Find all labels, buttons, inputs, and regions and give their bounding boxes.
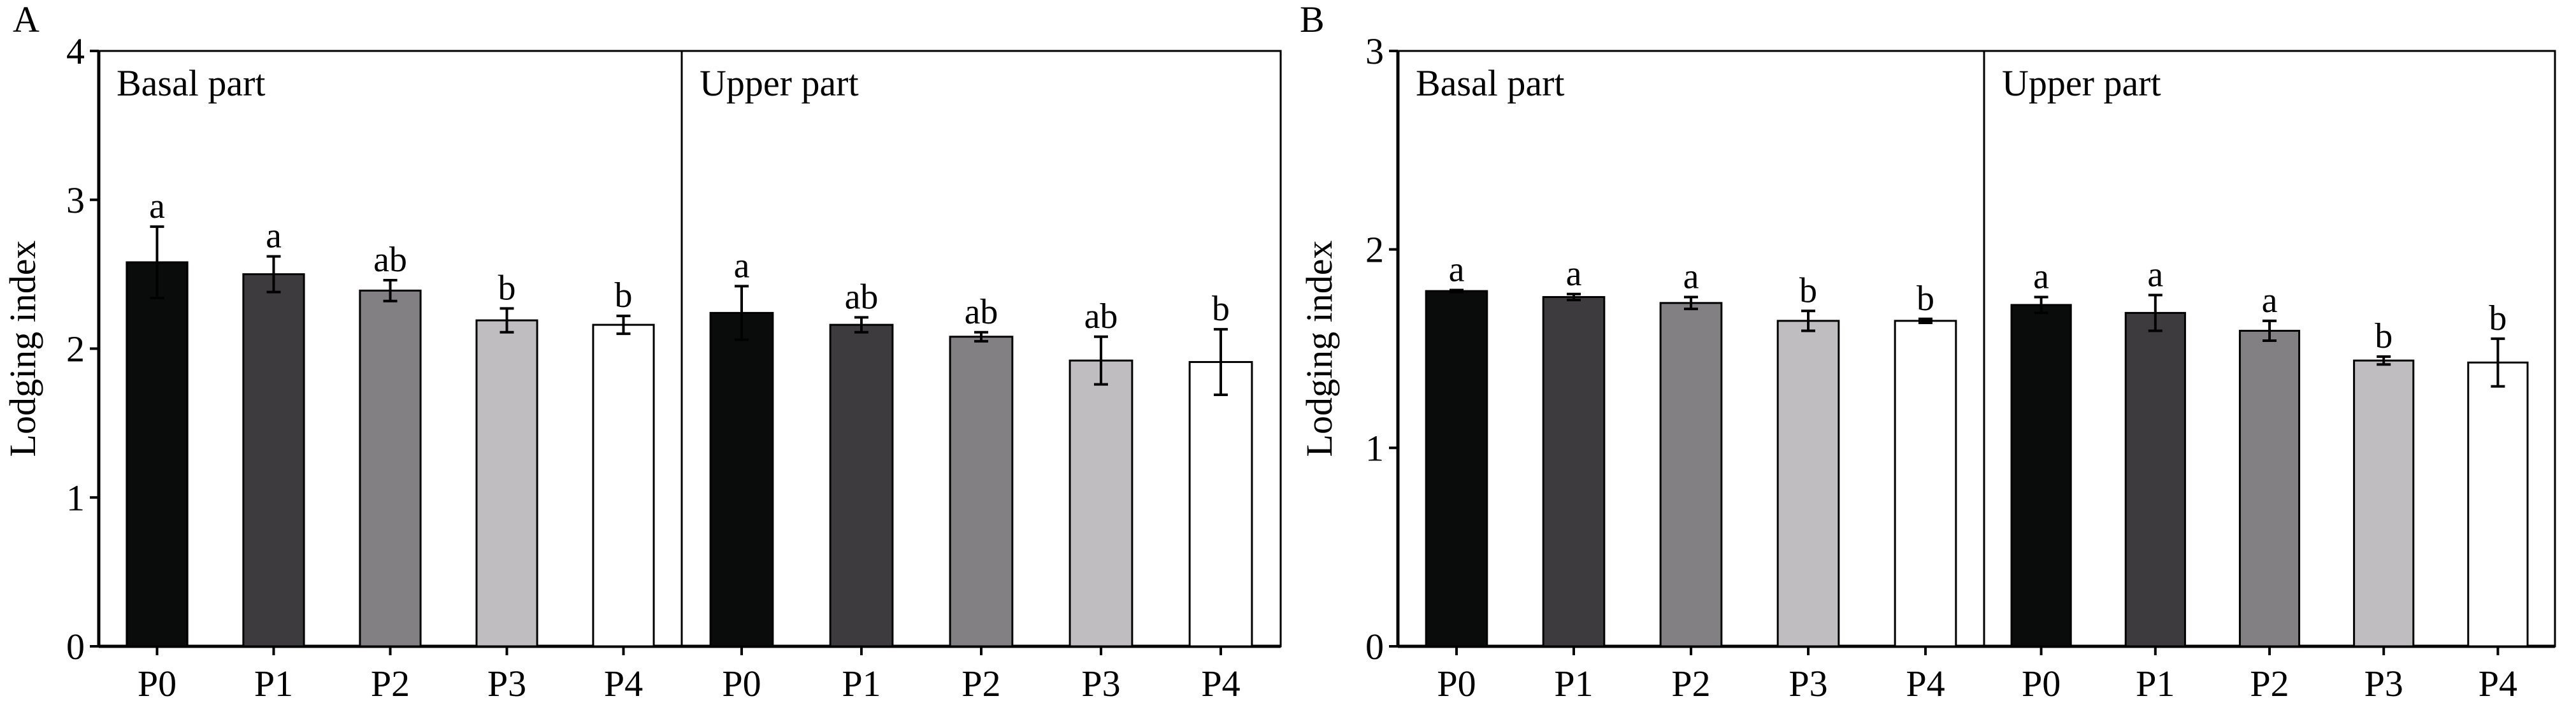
x-tick-label: P1	[842, 663, 881, 704]
significance-letter: a	[2262, 281, 2278, 320]
significance-letter: a	[2033, 257, 2049, 296]
bar-p2	[359, 289, 422, 648]
x-tick-label: P4	[2479, 663, 2517, 704]
section-label: Basal part	[117, 62, 266, 104]
y-tick-label: 3	[1365, 31, 1384, 72]
x-tick-label: P2	[2250, 663, 2289, 704]
y-tick-label: 0	[1365, 626, 1384, 667]
bar-p0	[709, 311, 774, 648]
chart-panel-b: B 0 1 2 3 Lodging index Basal part a P0 a P1 a P2 b P3…	[1299, 0, 2556, 704]
x-tick-label: P3	[487, 663, 526, 704]
bar-p2	[949, 336, 1014, 648]
significance-letter: a	[1566, 254, 1582, 294]
significance-letter: b	[2375, 316, 2393, 356]
bar-p4	[1188, 361, 1253, 648]
x-tick-label: P0	[1437, 663, 1476, 704]
bar-p4	[1894, 320, 1957, 648]
panel-label: B	[1300, 0, 1325, 40]
bar-p1	[1542, 295, 1606, 648]
y-tick-label: 1	[1365, 427, 1384, 469]
bar-p1	[242, 273, 305, 648]
bar-p4	[592, 323, 655, 648]
significance-letter: a	[149, 187, 165, 226]
x-tick-label: P0	[138, 663, 176, 704]
section-label: Upper part	[2002, 62, 2161, 104]
bar-p1	[2124, 311, 2186, 648]
significance-letter: b	[1212, 289, 1230, 329]
significance-letter: a	[1683, 257, 1699, 296]
x-tick-label: P2	[961, 663, 1000, 704]
significance-letter: a	[734, 246, 750, 285]
x-tick-label: P3	[1081, 663, 1120, 704]
bar-p4	[2467, 361, 2529, 648]
bar-p0	[1425, 290, 1488, 648]
y-tick-label: 2	[66, 329, 85, 370]
significance-letter: ab	[373, 240, 407, 280]
bar-p0	[126, 261, 189, 648]
x-tick-label: P1	[254, 663, 293, 704]
y-tick-label: 0	[66, 626, 85, 667]
bar-p2	[2238, 329, 2301, 648]
significance-letter: ab	[1084, 297, 1118, 336]
y-tick-label: 2	[1365, 229, 1384, 271]
x-tick-label: P4	[1201, 663, 1240, 704]
y-tick-label: 4	[66, 31, 85, 72]
significance-letter: b	[1799, 271, 1817, 310]
x-tick-label: P3	[2364, 663, 2403, 704]
y-tick-label: 1	[66, 477, 85, 518]
x-tick-label: P4	[1906, 663, 1945, 704]
bar-p2	[1659, 302, 1723, 648]
significance-letter: a	[2147, 255, 2163, 294]
bar-p0	[2010, 304, 2072, 648]
bar-p1	[829, 323, 894, 648]
significance-letter: ab	[965, 292, 998, 332]
x-tick-label: P1	[2136, 663, 2175, 704]
x-tick-label: P4	[604, 663, 643, 704]
y-axis-title: Lodging index	[1299, 241, 1340, 457]
x-tick-label: P2	[371, 663, 410, 704]
x-tick-label: P0	[722, 663, 761, 704]
panel-label: A	[13, 0, 40, 40]
bar-p3	[475, 319, 538, 648]
significance-letter: ab	[845, 277, 879, 316]
y-tick-label: 3	[66, 180, 85, 221]
significance-letter: b	[2489, 299, 2507, 338]
x-tick-label: P1	[1554, 663, 1593, 704]
x-tick-label: P2	[1671, 663, 1710, 704]
x-tick-label: P0	[2022, 663, 2061, 704]
significance-letter: b	[1917, 279, 1934, 318]
section-label: Basal part	[1416, 62, 1565, 104]
significance-letter: a	[266, 217, 282, 256]
significance-letter: b	[498, 268, 516, 308]
significance-letter: b	[615, 276, 633, 315]
section-label: Upper part	[700, 62, 859, 104]
x-tick-label: P3	[1788, 663, 1827, 704]
y-axis-title: Lodging index	[2, 241, 43, 457]
bar-p3	[1776, 320, 1840, 648]
significance-letter: a	[1449, 250, 1465, 290]
bar-p3	[2353, 359, 2415, 648]
bar-p3	[1069, 359, 1133, 648]
